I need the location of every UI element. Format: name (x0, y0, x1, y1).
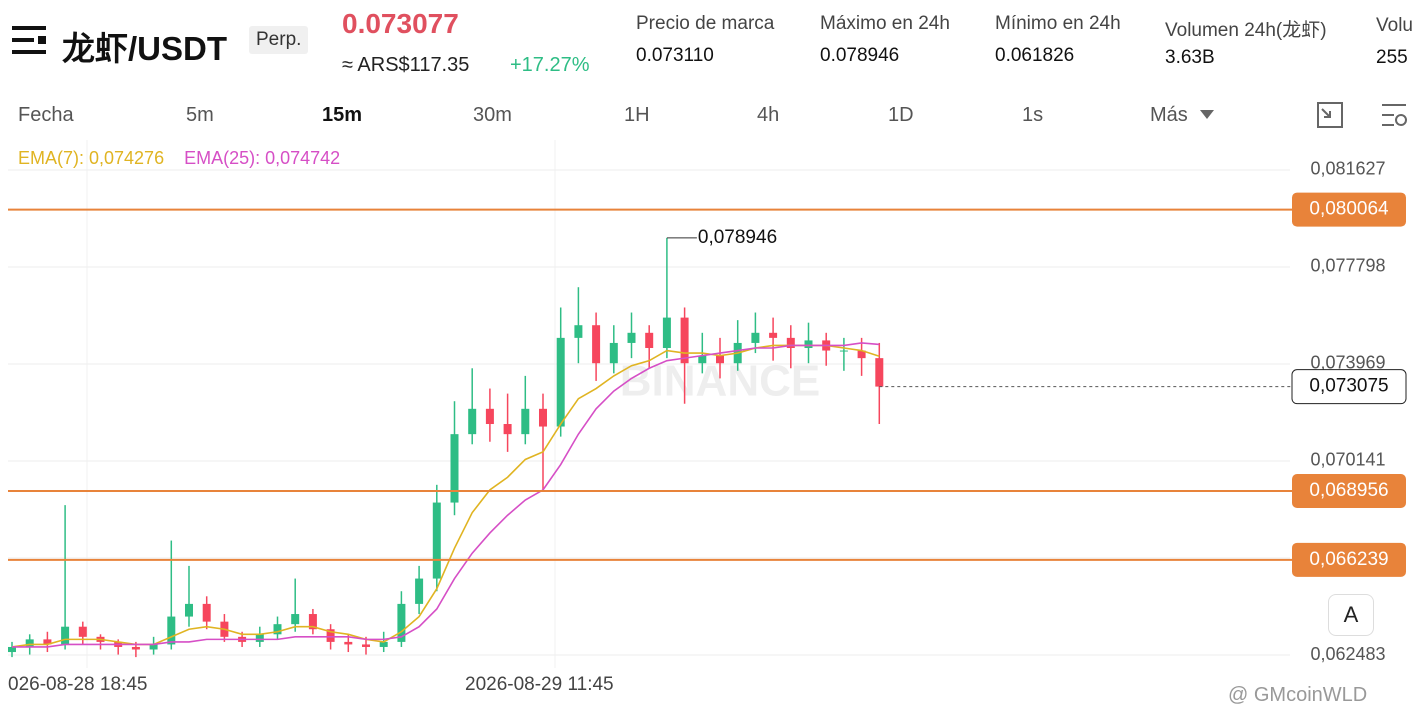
tab[interactable]: 1D (888, 104, 914, 126)
tab[interactable]: Más (1150, 104, 1188, 126)
tab[interactable]: 1s (1022, 104, 1044, 126)
candle-body (485, 408, 494, 425)
candle-body (662, 317, 671, 349)
candle-body (326, 629, 335, 642)
tab[interactable]: 5m (186, 104, 214, 126)
candle-body (521, 408, 530, 435)
annotation: 0,078946 (698, 227, 777, 248)
stat-label: Mínimo en 24h (995, 13, 1121, 34)
auto-button[interactable]: A (1328, 594, 1374, 636)
ema-line (11, 344, 880, 648)
candle-body (468, 408, 477, 435)
candle-body (716, 355, 724, 364)
legend-entry: EMA(25): 0,074742 (184, 148, 341, 168)
badge: Perp. (249, 26, 309, 54)
price-label: 0,073075 (1309, 376, 1388, 397)
candle-body (450, 434, 459, 503)
candle-body (539, 408, 547, 427)
candle-body (751, 332, 760, 343)
candle-body (362, 644, 370, 647)
candle-body (185, 603, 193, 617)
y-tick-label: 0,073969 (1310, 353, 1385, 373)
candle-body (43, 639, 52, 645)
ema-line (12, 342, 880, 648)
stat-value: 255 (1376, 47, 1408, 68)
chart-icon[interactable] (1316, 101, 1344, 129)
candle-body (786, 337, 795, 349)
tab[interactable]: 4h (757, 104, 780, 126)
legend-entry: EMA(7): 0,074276 (18, 148, 165, 168)
stat-value: 0.073110 (636, 45, 714, 66)
candle-body (574, 325, 583, 338)
stat-value: 0.078946 (820, 45, 900, 66)
candle-body (556, 337, 565, 427)
y-tick-label: 0,081627 (1310, 159, 1385, 179)
time-label: 2026-08-29 11:45 (465, 674, 614, 695)
symbol[interactable]: 龙虾/USDT (62, 30, 227, 67)
watermark-user: @ GMcoinWLD (1228, 684, 1368, 706)
candle-body (8, 646, 16, 653)
candle-body (680, 317, 689, 364)
tab[interactable]: 1H (624, 104, 650, 126)
stat-value: 0.061826 (995, 45, 1075, 66)
candle-body (308, 614, 317, 630)
candle-body (78, 626, 87, 637)
candle-body (503, 424, 512, 435)
legend: EMA(7): 0,074276 EMA(25): 0,074742 (18, 148, 360, 169)
candle-body (857, 350, 866, 359)
y-tick-label: 0,062483 (1310, 644, 1385, 664)
time-label: 026-08-28 18:45 (8, 674, 148, 695)
candle-body (61, 626, 70, 645)
candle-body (698, 355, 707, 364)
y-tick-label: 0,070141 (1310, 450, 1385, 470)
candle-body (131, 646, 140, 650)
level-label-bg (1292, 192, 1406, 227)
stat-label: Precio de marca (636, 13, 775, 34)
candle-body (592, 325, 601, 364)
candle-body (432, 502, 441, 579)
stat-value: 3.63B (1165, 47, 1215, 68)
stat-label: Máximo en 24h (820, 13, 950, 34)
candle-body (804, 340, 813, 349)
candle-body (769, 332, 778, 338)
candle-body (609, 342, 618, 364)
dropdown-arrow[interactable] (1200, 110, 1214, 120)
tab[interactable]: 30m (473, 104, 512, 126)
stat-label: Volu (1376, 15, 1413, 36)
tab-active[interactable]: 15m (322, 104, 363, 126)
candle-body (645, 332, 654, 349)
candle-body (273, 624, 282, 635)
change: +17.27% (510, 54, 590, 76)
level-label: 0,080064 (1309, 199, 1389, 220)
candle-body (397, 603, 406, 642)
level-label: 0,068956 (1309, 480, 1388, 501)
candle-body (255, 634, 264, 642)
stat-label: Volumen 24h(龙虾) (1165, 20, 1327, 41)
candle-body (839, 350, 848, 352)
level-label-bg (1292, 542, 1406, 577)
candle-body (167, 616, 176, 645)
fiat-price: ≈ ARS$117.35 (342, 54, 470, 76)
candle-body (25, 639, 34, 647)
settings-icon[interactable] (1380, 101, 1410, 129)
candle-body (379, 641, 388, 647)
candle-body (202, 603, 211, 622)
candle-body (344, 641, 353, 645)
candle-body (875, 358, 884, 387)
candle-body (415, 578, 424, 604)
price-label-bg (1291, 369, 1407, 405)
candle-body (149, 644, 158, 650)
menu-icon[interactable] (12, 26, 46, 54)
last-price: 0.073077 (342, 8, 459, 39)
y-tick-label: 0,077798 (1310, 256, 1385, 276)
candle-body (291, 614, 300, 625)
level-label-bg (1292, 474, 1406, 509)
tab[interactable]: Fecha (18, 104, 74, 126)
candle-body (627, 332, 636, 343)
level-label: 0,066239 (1309, 549, 1388, 570)
